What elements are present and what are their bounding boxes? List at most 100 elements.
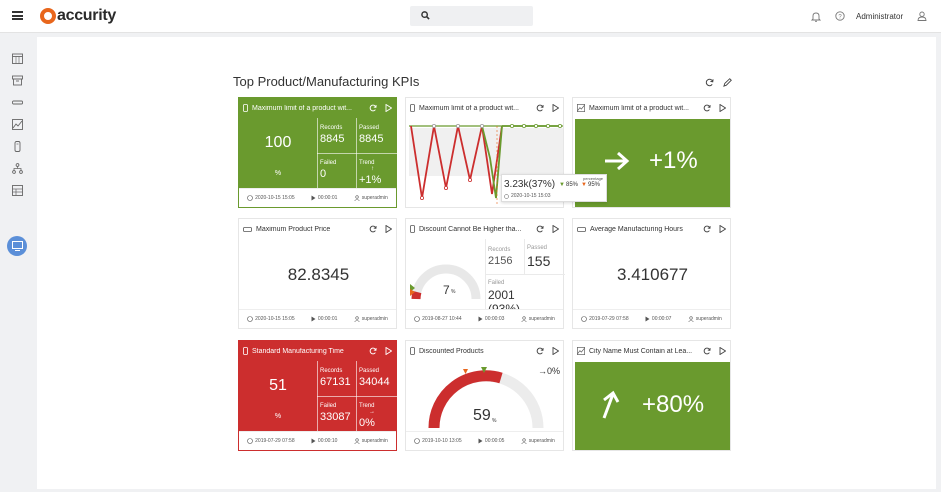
cylinder-icon [410, 104, 415, 112]
kpi-card[interactable]: Standard Manufacturing Time 51 % Records… [238, 340, 398, 451]
clock-icon [504, 193, 509, 199]
gauge-value: 59 [473, 407, 491, 424]
logo-mark-icon [40, 8, 56, 24]
play-icon[interactable] [719, 225, 726, 233]
duration-text: 00:00:07 [651, 316, 672, 322]
refresh-icon[interactable] [703, 225, 711, 233]
user-icon [354, 438, 360, 444]
records-value: 8845 [320, 133, 345, 145]
logo[interactable]: accurity [40, 6, 116, 26]
play-icon[interactable] [719, 347, 726, 355]
clock-icon [247, 438, 253, 444]
duration-text: 00:00:05 [484, 438, 505, 444]
card-title: Standard Manufacturing Time [252, 347, 344, 355]
trend-right-icon: → [369, 409, 375, 415]
trend-value: +1% [359, 174, 382, 186]
menu-icon[interactable] [12, 11, 23, 20]
refresh-icon[interactable] [369, 225, 377, 233]
dashboard-icon[interactable] [7, 236, 27, 256]
kpi-card[interactable]: City Name Must Contain at Lea... +80% [572, 340, 731, 451]
refresh-all-icon[interactable] [705, 78, 714, 87]
failed-label: Failed [320, 403, 337, 409]
kpi-card[interactable]: Maximum Product Price 82.8345 2020-10-15… [238, 218, 397, 329]
refresh-icon[interactable] [536, 104, 544, 112]
kpi-unit: % [274, 413, 282, 420]
passed-value: 155 [527, 253, 551, 269]
user-name[interactable]: Administrator [856, 12, 904, 21]
cylinder-icon [243, 104, 248, 112]
tooltip-p2: 95% [588, 182, 601, 188]
refresh-icon[interactable] [703, 347, 711, 355]
play-icon[interactable] [552, 104, 559, 112]
failed-label: Failed [488, 280, 505, 286]
play-icon[interactable] [385, 104, 392, 112]
chart-icon[interactable] [11, 118, 23, 130]
tooltip-value: 3.23k(37%) [504, 179, 556, 190]
run-duration: 00:00:10 [311, 438, 337, 444]
arrow-up-right-icon [602, 390, 620, 419]
search-input[interactable] [410, 6, 533, 26]
table-icon[interactable] [11, 184, 23, 196]
cylinder-icon[interactable] [11, 140, 23, 152]
records-label: Records [320, 368, 343, 374]
hierarchy-icon[interactable] [11, 162, 23, 174]
edit-icon[interactable] [723, 78, 732, 87]
refresh-icon[interactable] [369, 104, 377, 112]
gauge-unit: % [451, 289, 456, 295]
play-icon[interactable] [719, 104, 726, 112]
top-bar: accurity ? Administrator [0, 0, 941, 33]
kpi-card[interactable]: Discount Cannot Be Higher tha... 7 % Rec… [405, 218, 565, 329]
tooltip-marker-icon: ▼ [559, 182, 565, 188]
play-icon [478, 438, 483, 444]
user-text: superadmin [361, 316, 388, 322]
card-title: Maximum Product Price [256, 225, 331, 233]
kpi-card[interactable]: Maximum limit of a product wit... 100 % … [238, 97, 398, 208]
refresh-icon[interactable] [536, 225, 544, 233]
card-title: Maximum limit of a product wit... [419, 104, 519, 112]
play-icon[interactable] [552, 225, 559, 233]
calendar-icon[interactable] [11, 52, 23, 64]
page-title: Top Product/Manufacturing KPIs [233, 74, 420, 89]
tooltip-p1: 85% [566, 182, 579, 188]
play-icon [478, 316, 483, 322]
passed-value: 34044 [359, 376, 390, 388]
play-icon[interactable] [385, 225, 392, 233]
chart-tooltip: 3.23k(37%) ▼ 85% percentage ▼ 95% 2020-1… [501, 174, 607, 202]
duration-text: 00:00:01 [317, 316, 338, 322]
clock-icon [247, 195, 253, 201]
kpi-unit: % [274, 170, 282, 177]
run-user: superadmin [688, 316, 722, 322]
kpi-card[interactable]: Maximum limit of a product wit... 3.23k(… [405, 97, 607, 208]
date-text: 2019-08-27 10:44 [422, 316, 462, 322]
run-date: 2020-10-15 15:05 [247, 195, 295, 201]
refresh-icon[interactable] [369, 347, 377, 355]
kpi-card[interactable]: Average Manufacturing Hours 3.410677 201… [572, 218, 731, 329]
cylinder-icon [410, 347, 415, 355]
user-icon[interactable] [917, 11, 927, 21]
play-icon[interactable] [552, 347, 559, 355]
gauge-value: 7 [443, 283, 450, 297]
play-icon[interactable] [385, 347, 392, 355]
card-title: Average Manufacturing Hours [590, 225, 683, 233]
user-icon [688, 316, 694, 322]
kpi-card[interactable]: Discounted Products →0% 59 % 2019-10-10 … [405, 340, 564, 451]
trend-line-chart[interactable] [406, 118, 565, 208]
archive-icon[interactable] [11, 74, 23, 86]
logo-text: accurity [57, 7, 116, 24]
refresh-icon[interactable] [536, 347, 544, 355]
gauge-chart [428, 367, 544, 429]
run-user: superadmin [354, 316, 388, 322]
duration-text: 00:00:01 [317, 195, 338, 201]
help-icon[interactable]: ? [835, 11, 845, 21]
trend-value: 0% [359, 417, 375, 429]
kpi-card[interactable]: Maximum limit of a product wit... +1% [572, 97, 731, 208]
kpi-value: 51 [269, 377, 287, 394]
duration-text: 00:00:10 [317, 438, 338, 444]
play-icon [311, 195, 316, 201]
refresh-icon[interactable] [703, 104, 711, 112]
trend-panel: +80% [575, 362, 730, 450]
run-duration: 00:00:03 [478, 316, 504, 322]
card-title: Discounted Products [419, 347, 484, 355]
notification-bell-icon[interactable] [811, 11, 821, 22]
ruler-icon[interactable] [11, 96, 23, 108]
